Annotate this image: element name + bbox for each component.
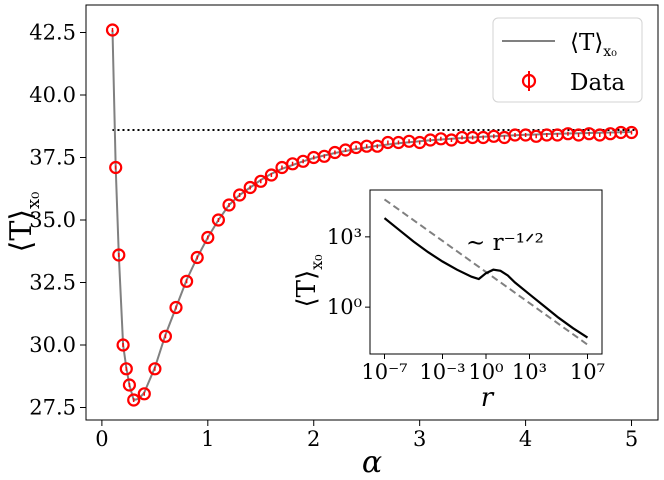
legend-box <box>492 17 643 103</box>
data-point-marker <box>148 362 162 376</box>
data-point-marker <box>254 174 268 188</box>
main-x-tick-label: 4 <box>519 427 532 451</box>
main-x-axis-label: α <box>362 445 382 480</box>
data-point-marker <box>264 168 278 182</box>
data-point-marker <box>109 160 123 175</box>
data-point-marker <box>211 213 225 227</box>
inset-x-tick-label: 10⁷ <box>570 360 605 384</box>
inset-x-tick-label: 10⁰ <box>468 360 503 384</box>
legend-entry-theory: ⟨T⟩x₀ <box>570 30 617 60</box>
inset-annotation: ∼ r⁻¹ᐟ² <box>466 230 544 256</box>
main-y-tick-label: 35.0 <box>29 208 76 232</box>
inset-x-axis-label: r <box>481 383 495 413</box>
data-point-marker <box>624 125 639 140</box>
data-point-marker <box>233 188 247 202</box>
inset-y-ticks: 10⁰ 10³ <box>327 225 370 319</box>
main-x-tick-label: 0 <box>95 427 108 451</box>
main-y-tick-label: 32.5 <box>29 271 76 295</box>
main-x-tick-label: 2 <box>307 427 320 451</box>
svg-text:⟨T⟩x₀: ⟨T⟩x₀ <box>292 254 326 307</box>
main-x-tick-label: 5 <box>625 427 638 451</box>
data-point-marker <box>137 387 151 401</box>
inset-x-ticks: 10⁻⁷ 10⁻³ 10⁰ 10³ 10⁷ <box>361 354 605 384</box>
main-y-axis-label-sub: x₀ <box>23 192 44 209</box>
main-y-ticks: 27.5 30.0 32.5 35.0 37.5 40.0 42.5 <box>29 21 86 420</box>
data-point-marker <box>190 250 204 265</box>
main-y-axis-label: ⟨T⟩x₀ <box>4 192 44 253</box>
inset-y-axis-label: ⟨T⟩x₀ <box>292 254 326 307</box>
inset-background <box>298 186 608 412</box>
data-points <box>105 23 639 407</box>
legend-entry-data: Data <box>570 70 625 96</box>
inset-x-tick-label: 10⁻³ <box>419 360 465 384</box>
inset-x-tick-label: 10³ <box>512 360 547 384</box>
data-point-marker <box>127 393 141 407</box>
inset-y-tick-label: 10⁰ <box>327 295 362 319</box>
main-y-tick-label: 40.0 <box>29 83 76 107</box>
data-point-marker <box>169 300 183 315</box>
legend: ⟨T⟩x₀ Data <box>492 17 643 103</box>
data-point-marker <box>116 338 130 352</box>
inset-y-tick-label: 10³ <box>327 225 362 249</box>
main-y-tick-label: 37.5 <box>29 146 76 170</box>
main-x-tick-label: 1 <box>201 427 214 451</box>
data-point-marker <box>158 329 172 343</box>
main-plot-frame <box>85 4 659 421</box>
main-y-tick-label: 42.5 <box>29 21 76 45</box>
main-y-tick-label: 30.0 <box>29 333 76 357</box>
main-y-tick-label: 27.5 <box>29 396 76 420</box>
data-point-marker <box>180 274 194 288</box>
main-x-ticks: 0 1 2 3 4 5 <box>95 420 638 451</box>
data-point-marker <box>222 198 236 212</box>
inset-solution-curve <box>383 217 589 339</box>
data-point-marker <box>119 362 133 376</box>
data-point-marker <box>243 180 257 195</box>
legend-marker-swatch <box>521 73 537 89</box>
data-point-marker <box>201 230 215 245</box>
data-point-marker <box>105 23 120 37</box>
data-point-marker <box>112 248 126 262</box>
svg-text:⟨T⟩x₀: ⟨T⟩x₀ <box>4 192 44 253</box>
inset-x-tick-label: 10⁻⁷ <box>361 360 407 384</box>
main-chart: 0 1 2 3 4 5 27.5 30.0 32.5 35.0 37.5 40.0 42.5 α ⟨T… <box>4 4 659 480</box>
data-point-marker <box>122 378 136 392</box>
main-y-axis-label-main: ⟨T⟩ <box>4 209 39 252</box>
main-x-tick-label: 3 <box>413 427 426 451</box>
